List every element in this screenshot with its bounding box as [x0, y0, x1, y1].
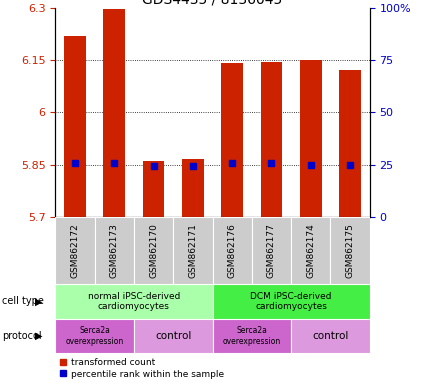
Text: protocol: protocol [2, 331, 42, 341]
Text: normal iPSC-derived
cardiomyocytes: normal iPSC-derived cardiomyocytes [88, 292, 180, 311]
Text: GSM862172: GSM862172 [71, 223, 79, 278]
Text: DCM iPSC-derived
cardiomyocytes: DCM iPSC-derived cardiomyocytes [250, 292, 332, 311]
Text: GSM862173: GSM862173 [110, 223, 119, 278]
Bar [55, 217, 94, 284]
Bar [103, 10, 125, 217]
Bar [143, 161, 164, 217]
Bar [212, 217, 252, 284]
Text: GSM862176: GSM862176 [228, 223, 237, 278]
Bar [291, 217, 331, 284]
Bar [94, 217, 134, 284]
Bar [339, 70, 361, 217]
Text: control: control [155, 331, 191, 341]
Bar [252, 217, 291, 284]
Bar [182, 159, 204, 217]
Bar [221, 63, 243, 217]
Text: GSM862171: GSM862171 [188, 223, 197, 278]
Bar [64, 36, 86, 217]
Text: GSM862177: GSM862177 [267, 223, 276, 278]
Bar [55, 319, 134, 353]
Text: ▶: ▶ [35, 296, 42, 306]
Bar [300, 60, 322, 217]
Text: Serca2a
overexpression: Serca2a overexpression [65, 326, 124, 346]
Bar [212, 319, 291, 353]
Text: ▶: ▶ [35, 331, 42, 341]
Bar [134, 319, 212, 353]
Text: GSM862170: GSM862170 [149, 223, 158, 278]
Title: GDS4435 / 8136045: GDS4435 / 8136045 [142, 0, 283, 7]
Bar [331, 217, 370, 284]
Bar [261, 62, 282, 217]
Bar [55, 284, 212, 319]
Bar [173, 217, 212, 284]
Text: control: control [312, 331, 348, 341]
Text: GSM862175: GSM862175 [346, 223, 354, 278]
Text: cell type: cell type [2, 296, 44, 306]
Bar [291, 319, 370, 353]
Legend: transformed count, percentile rank within the sample: transformed count, percentile rank withi… [60, 358, 224, 379]
Bar [134, 217, 173, 284]
Text: Serca2a
overexpression: Serca2a overexpression [223, 326, 281, 346]
Text: GSM862174: GSM862174 [306, 223, 315, 278]
Bar [212, 284, 370, 319]
